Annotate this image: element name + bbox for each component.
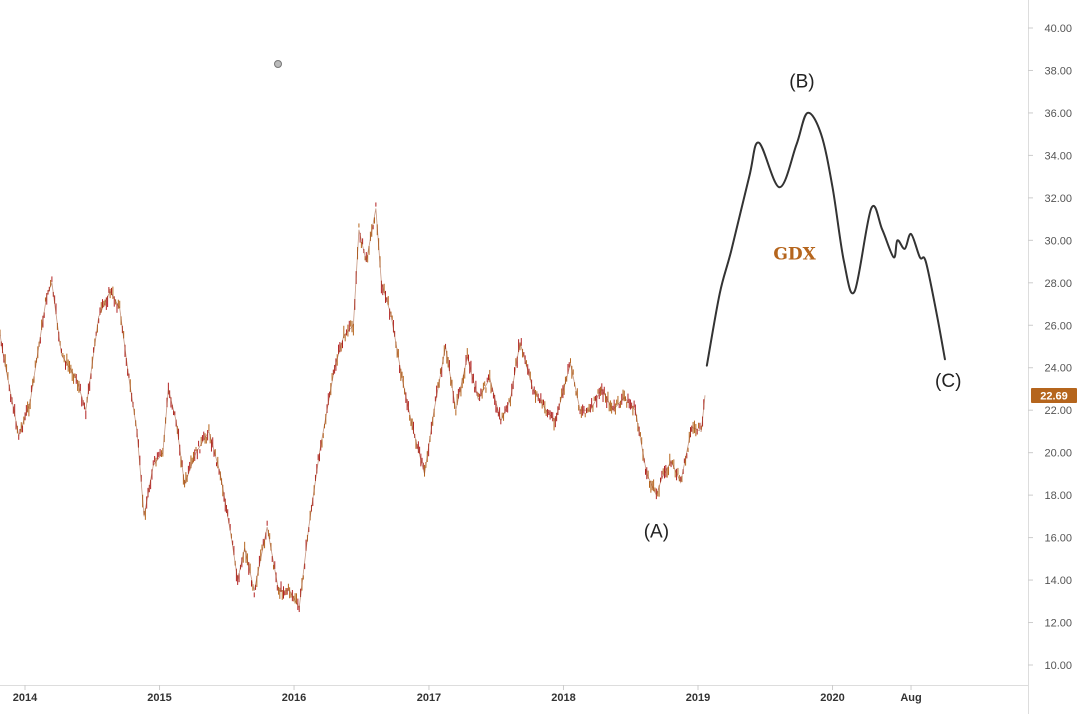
y-tick-label: 28.00 <box>1044 278 1072 290</box>
drawing-handle-icon[interactable] <box>274 60 282 68</box>
x-tick-label: 2016 <box>282 692 306 704</box>
wave-label: (B) <box>789 71 814 92</box>
x-tick-label: 2019 <box>686 692 710 704</box>
y-tick-label: 32.00 <box>1044 193 1072 205</box>
y-tick-label: 10.00 <box>1044 660 1072 672</box>
last-price-label: 22.69 <box>1040 391 1068 403</box>
y-tick-label: 18.00 <box>1044 490 1072 502</box>
x-tick-label: Aug <box>900 692 921 704</box>
y-tick-label: 14.00 <box>1044 575 1072 587</box>
y-tick-label: 36.00 <box>1044 108 1072 120</box>
symbol-label: GDX <box>773 244 816 264</box>
y-tick-label: 40.00 <box>1044 23 1072 35</box>
y-tick-label: 30.00 <box>1044 235 1072 247</box>
x-tick-label: 2018 <box>551 692 575 704</box>
y-tick-label: 38.00 <box>1044 65 1072 77</box>
y-tick-label: 12.00 <box>1044 618 1072 630</box>
last-price-marker[interactable]: 22.69 <box>1031 388 1077 404</box>
y-tick-label: 26.00 <box>1044 320 1072 332</box>
y-tick-label: 22.00 <box>1044 405 1072 417</box>
y-axis-ticks: 10.00 12.00 14.00 16.00 18.00 20.00 22.00 24.00… <box>1028 23 1072 672</box>
x-tick-label: 2014 <box>13 692 38 704</box>
wave-annotations: (A) (B) (C) <box>644 71 962 542</box>
symbol-annotation: GDX <box>773 244 816 264</box>
projection-line <box>705 111 946 367</box>
x-tick-label: 2015 <box>147 692 171 704</box>
y-tick-label: 24.00 <box>1044 363 1072 375</box>
x-axis-ticks: 2014 2015 2016 2017 2018 2019 2020 Aug <box>13 685 922 704</box>
x-tick-label: 2020 <box>820 692 844 704</box>
price-line <box>0 208 706 609</box>
price-series <box>0 202 706 613</box>
projection-series <box>705 111 946 367</box>
x-tick-label: 2017 <box>417 692 441 704</box>
y-tick-label: 16.00 <box>1044 533 1072 545</box>
wave-label: (A) <box>644 522 669 543</box>
y-tick-label: 34.00 <box>1044 150 1072 162</box>
wave-label: (C) <box>935 371 961 392</box>
y-tick-label: 20.00 <box>1044 448 1072 460</box>
last-price-badge <box>1031 388 1077 404</box>
